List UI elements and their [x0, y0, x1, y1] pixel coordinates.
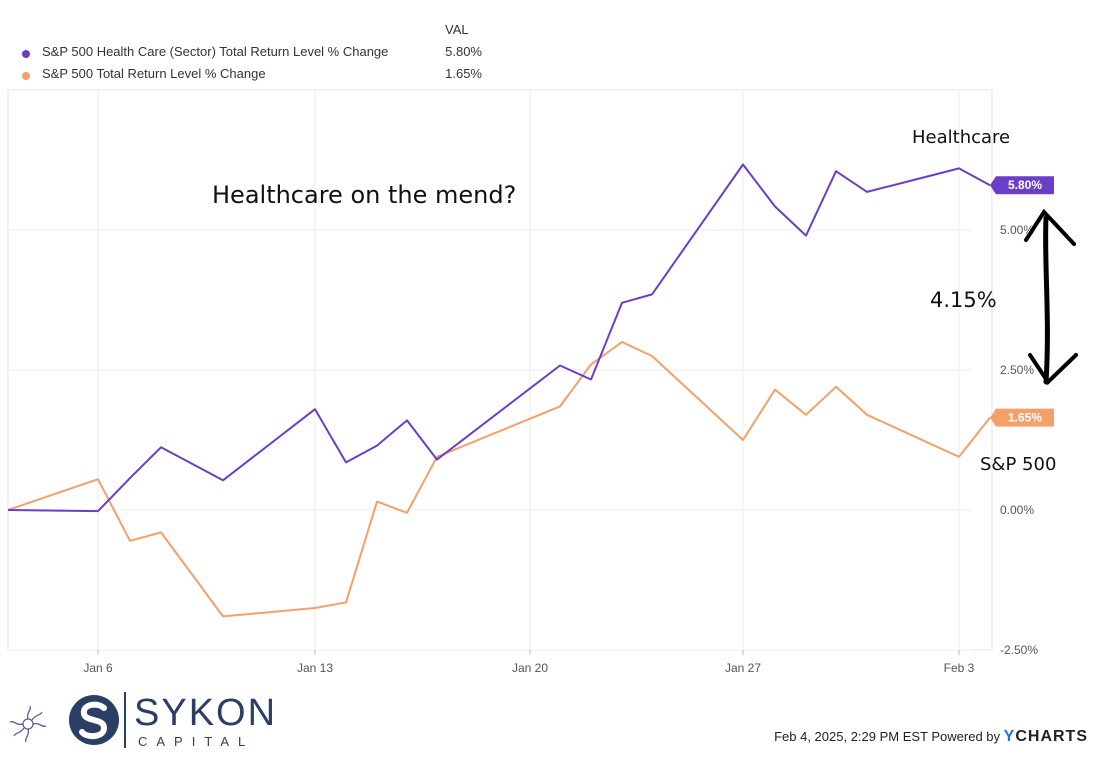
grid-lines [8, 90, 972, 651]
legend-item-healthcare[interactable]: S&P 500 Health Care (Sector) Total Retur… [22, 44, 482, 62]
legend-item-label: S&P 500 Total Return Level % Change [42, 66, 266, 81]
sp500-annotation: S&P 500 [980, 454, 1056, 475]
y-tick-label: -2.50% [1000, 643, 1038, 657]
logo-divider [124, 692, 126, 748]
end-label-text: 5.80% [1008, 178, 1042, 192]
brand-name: SYKON [134, 692, 278, 734]
x-tick-label: Feb 3 [944, 661, 975, 675]
y-axis: 5.00% 2.50% 0.00% -2.50% [1000, 223, 1038, 657]
gap-annotation: 4.15% [930, 288, 997, 312]
ornament-icon [9, 705, 47, 743]
x-axis: Jan 6 Jan 13 Jan 20 Jan 27 Feb 3 [83, 650, 975, 675]
legend-dot-icon [22, 50, 30, 58]
ycharts-logo[interactable]: YCHARTS [1004, 728, 1088, 745]
healthcare-series-line [7, 163, 991, 513]
sp500-series-line [7, 341, 991, 618]
y-tick-label: 5.00% [1000, 223, 1034, 237]
series-layer [7, 163, 991, 618]
end-labels: 1.65% 5.80% [990, 176, 1054, 427]
x-tick-label: Jan 6 [83, 661, 113, 675]
brand-subtitle: CAPITAL [138, 734, 255, 749]
legend-value-header: VAL [445, 22, 469, 37]
legend-item-value: 5.80% [445, 44, 482, 59]
y-tick-label: 0.00% [1000, 503, 1034, 517]
x-tick-label: Jan 20 [512, 661, 548, 675]
timestamp-text: Feb 4, 2025, 2:29 PM EST Powered by [774, 729, 1001, 744]
x-tick-label: Jan 13 [297, 661, 333, 675]
end-label-text: 1.65% [1008, 411, 1042, 425]
legend-item-label: S&P 500 Health Care (Sector) Total Retur… [42, 44, 389, 59]
x-tick-label: Jan 27 [725, 661, 761, 675]
source-credit: Feb 4, 2025, 2:29 PM EST Powered by YCHA… [774, 728, 1088, 746]
y-tick-label: 2.50% [1000, 363, 1034, 377]
double-arrow-icon [1024, 208, 1078, 386]
legend-item-sp500[interactable]: S&P 500 Total Return Level % Change 1.65… [22, 66, 482, 84]
headline-annotation: Healthcare on the mend? [212, 181, 516, 209]
end-label-tag [990, 408, 1054, 427]
brand-logo: SYKON CAPITAL [8, 690, 308, 754]
legend-dot-icon [22, 72, 30, 80]
sykon-s-icon [69, 695, 119, 745]
legend-item-value: 1.65% [445, 66, 482, 81]
ycharts-y: Y [1003, 728, 1016, 745]
ycharts-text: CHARTS [1015, 728, 1088, 745]
end-label-tag [990, 176, 1054, 195]
line-chart: 5.00%2.50%0.00%-2.50% Jan 6 Jan 13 Jan 20 J… [7, 89, 1078, 675]
healthcare-annotation: Healthcare [912, 127, 1010, 148]
